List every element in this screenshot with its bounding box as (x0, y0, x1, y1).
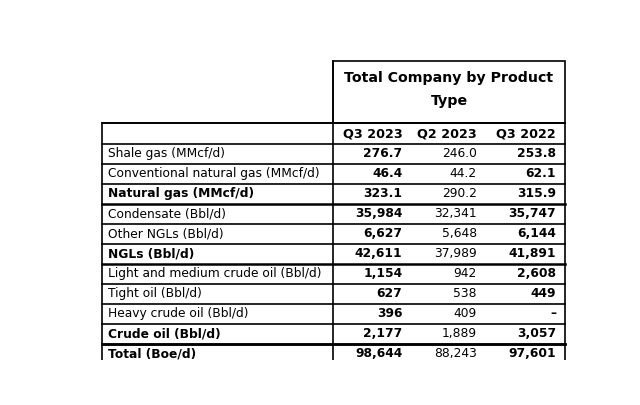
Text: 409: 409 (454, 307, 477, 320)
Text: 3,057: 3,057 (517, 327, 556, 340)
Text: Total Company by Product
Type: Total Company by Product Type (344, 71, 554, 108)
Text: 88,243: 88,243 (434, 347, 477, 360)
Bar (333, 61, 565, 124)
Text: Shale gas (MMcf/d): Shale gas (MMcf/d) (108, 147, 225, 160)
Text: 46.4: 46.4 (372, 167, 403, 180)
Text: –: – (550, 307, 556, 320)
Text: Other NGLs (Bbl/d): Other NGLs (Bbl/d) (108, 227, 224, 240)
Text: Condensate (Bbl/d): Condensate (Bbl/d) (108, 207, 227, 220)
Text: 32,341: 32,341 (434, 207, 477, 220)
Text: 6,627: 6,627 (364, 227, 403, 240)
Text: 41,891: 41,891 (509, 247, 556, 260)
Text: 323.1: 323.1 (364, 187, 403, 200)
Text: 6,144: 6,144 (517, 227, 556, 240)
Text: 37,989: 37,989 (434, 247, 477, 260)
Text: Crude oil (Bbl/d): Crude oil (Bbl/d) (108, 327, 221, 340)
Text: Light and medium crude oil (Bbl/d): Light and medium crude oil (Bbl/d) (108, 267, 322, 280)
Text: 35,747: 35,747 (509, 207, 556, 220)
Text: 253.8: 253.8 (517, 147, 556, 160)
Text: 942: 942 (454, 267, 477, 280)
Text: 1,154: 1,154 (364, 267, 403, 280)
Text: Tight oil (Bbl/d): Tight oil (Bbl/d) (108, 287, 202, 300)
Text: NGLs (Bbl/d): NGLs (Bbl/d) (108, 247, 195, 260)
Text: Q3 2022: Q3 2022 (497, 127, 556, 140)
Text: 1,889: 1,889 (442, 327, 477, 340)
Text: Conventional natural gas (MMcf/d): Conventional natural gas (MMcf/d) (108, 167, 320, 180)
Text: Natural gas (MMcf/d): Natural gas (MMcf/d) (108, 187, 254, 200)
Text: Total (Boe/d): Total (Boe/d) (108, 347, 196, 360)
Text: Heavy crude oil (Bbl/d): Heavy crude oil (Bbl/d) (108, 307, 249, 320)
Text: 98,644: 98,644 (355, 347, 403, 360)
Bar (102, 124, 565, 364)
Text: 290.2: 290.2 (442, 187, 477, 200)
Text: 396: 396 (377, 307, 403, 320)
Text: 35,984: 35,984 (355, 207, 403, 220)
Text: 449: 449 (531, 287, 556, 300)
Text: Q3 2023: Q3 2023 (342, 127, 403, 140)
Text: 44.2: 44.2 (450, 167, 477, 180)
Text: 2,608: 2,608 (517, 267, 556, 280)
Text: 62.1: 62.1 (525, 167, 556, 180)
Text: 315.9: 315.9 (517, 187, 556, 200)
Text: 627: 627 (377, 287, 403, 300)
Text: 97,601: 97,601 (509, 347, 556, 360)
Text: 276.7: 276.7 (364, 147, 403, 160)
Text: 246.0: 246.0 (442, 147, 477, 160)
Text: Q2 2023: Q2 2023 (417, 127, 477, 140)
Text: 538: 538 (453, 287, 477, 300)
Text: 2,177: 2,177 (363, 327, 403, 340)
Text: 5,648: 5,648 (442, 227, 477, 240)
Text: 42,611: 42,611 (355, 247, 403, 260)
